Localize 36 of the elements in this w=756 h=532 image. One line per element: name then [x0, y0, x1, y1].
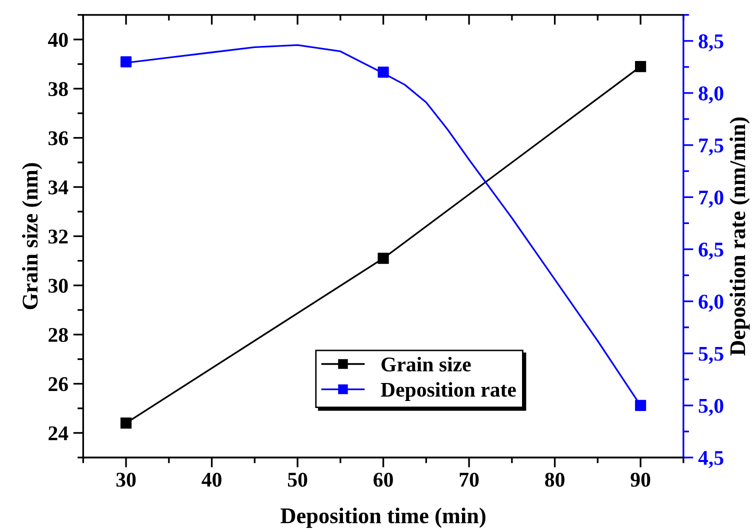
point: [120, 418, 132, 429]
y-tick-label: 30: [48, 278, 68, 293]
y2-tick-label: 6,0: [698, 294, 724, 312]
y2-tick-label: 7,0: [699, 190, 724, 208]
y-tick-label: 38: [48, 82, 68, 96]
y-axis-title: Grain size (nm): [22, 163, 42, 310]
point: [120, 56, 132, 68]
y-tick-label: 32: [48, 230, 68, 244]
point: [634, 60, 646, 72]
point: [634, 400, 646, 412]
x-tick-label: 70: [460, 472, 479, 487]
x-tick-label: 30: [116, 472, 136, 487]
point: [378, 66, 389, 78]
legend-label: Grain size: [382, 356, 471, 372]
y-tick-label: 28: [48, 328, 68, 342]
y2-axis-title: Deposition rate (nm/min): [730, 117, 750, 356]
y2-tick-label: 6,5: [698, 242, 724, 260]
y2-tick-label: 7,5: [699, 138, 724, 156]
y2-tick-label: 8,0: [698, 86, 724, 104]
x-tick-label: 60: [374, 472, 393, 487]
y2-tick-label: 5,0: [698, 398, 724, 416]
x-tick-label: 90: [630, 472, 650, 487]
y2-tick-label: 8,5: [698, 34, 724, 52]
x-tick-label: 50: [288, 472, 308, 487]
y-tick-label: 26: [48, 377, 68, 392]
x-axis-title: Deposition time (min): [280, 508, 486, 528]
x-tick-label: 40: [202, 472, 222, 487]
y2-tick-label: 4,5: [698, 451, 724, 468]
y-tick-label: 36: [48, 131, 68, 146]
y2-tick-label: 5,5: [698, 346, 724, 364]
point: [378, 252, 389, 264]
y-tick-label: 24: [48, 426, 68, 440]
y-tick-label: 40: [48, 32, 68, 47]
legend-label: Deposition rate: [380, 382, 516, 402]
x-tick-label: 80: [545, 472, 564, 487]
y-tick-label: 34: [48, 180, 68, 194]
